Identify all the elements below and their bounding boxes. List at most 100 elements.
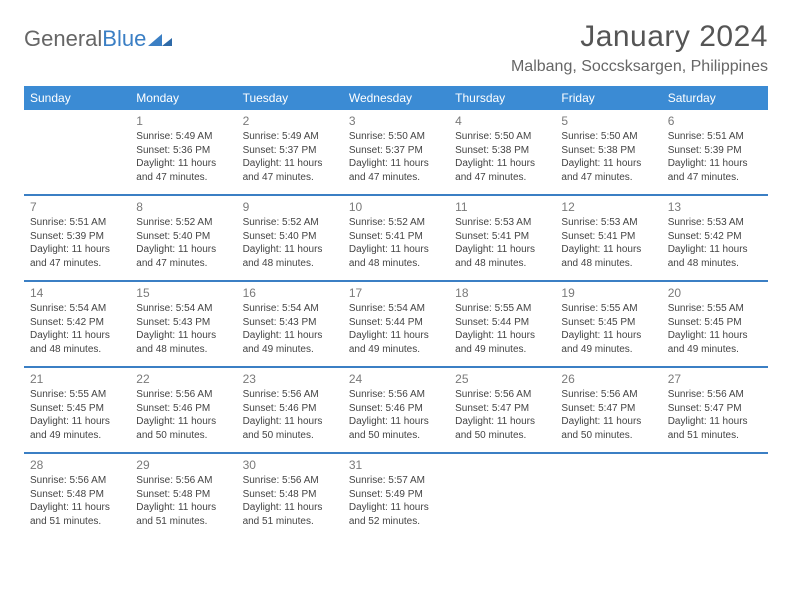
day-info: Sunrise: 5:50 AMSunset: 5:38 PMDaylight:…: [455, 130, 549, 184]
daylight-text: Daylight: 11 hours and 48 minutes.: [30, 329, 124, 356]
calendar-week-row: 14Sunrise: 5:54 AMSunset: 5:42 PMDayligh…: [24, 282, 768, 368]
weekday-header: Thursday: [449, 86, 555, 110]
day-number: 22: [136, 372, 230, 386]
calendar-grid: Sunday Monday Tuesday Wednesday Thursday…: [24, 86, 768, 538]
daylight-text: Daylight: 11 hours and 50 minutes.: [349, 415, 443, 442]
day-number: 9: [243, 200, 337, 214]
calendar-day-cell: 29Sunrise: 5:56 AMSunset: 5:48 PMDayligh…: [130, 454, 236, 538]
day-info: Sunrise: 5:54 AMSunset: 5:42 PMDaylight:…: [30, 302, 124, 356]
brand-logo: GeneralBlue: [24, 20, 172, 52]
sunset-text: Sunset: 5:48 PM: [30, 488, 124, 502]
calendar-week-row: 7Sunrise: 5:51 AMSunset: 5:39 PMDaylight…: [24, 196, 768, 282]
weekday-header: Wednesday: [343, 86, 449, 110]
sunrise-text: Sunrise: 5:52 AM: [349, 216, 443, 230]
daylight-text: Daylight: 11 hours and 49 minutes.: [561, 329, 655, 356]
sunrise-text: Sunrise: 5:49 AM: [136, 130, 230, 144]
sunset-text: Sunset: 5:41 PM: [455, 230, 549, 244]
day-number: 10: [349, 200, 443, 214]
sunrise-text: Sunrise: 5:56 AM: [349, 388, 443, 402]
daylight-text: Daylight: 11 hours and 48 minutes.: [243, 243, 337, 270]
sunset-text: Sunset: 5:42 PM: [30, 316, 124, 330]
day-number: 5: [561, 114, 655, 128]
day-info: Sunrise: 5:54 AMSunset: 5:43 PMDaylight:…: [243, 302, 337, 356]
day-number: 25: [455, 372, 549, 386]
day-number: 13: [668, 200, 762, 214]
sunrise-text: Sunrise: 5:56 AM: [668, 388, 762, 402]
sunset-text: Sunset: 5:39 PM: [30, 230, 124, 244]
calendar-day-cell: 15Sunrise: 5:54 AMSunset: 5:43 PMDayligh…: [130, 282, 236, 366]
day-number: 16: [243, 286, 337, 300]
sunset-text: Sunset: 5:45 PM: [561, 316, 655, 330]
calendar-day-cell: 11Sunrise: 5:53 AMSunset: 5:41 PMDayligh…: [449, 196, 555, 280]
sunrise-text: Sunrise: 5:56 AM: [561, 388, 655, 402]
calendar-week-row: 1Sunrise: 5:49 AMSunset: 5:36 PMDaylight…: [24, 110, 768, 196]
calendar-empty-cell: [662, 454, 768, 538]
sunrise-text: Sunrise: 5:57 AM: [349, 474, 443, 488]
sunset-text: Sunset: 5:47 PM: [455, 402, 549, 416]
weekday-header-row: Sunday Monday Tuesday Wednesday Thursday…: [24, 86, 768, 110]
day-info: Sunrise: 5:55 AMSunset: 5:45 PMDaylight:…: [561, 302, 655, 356]
page-header: GeneralBlue January 2024 Malbang, Soccsk…: [24, 20, 768, 76]
calendar-day-cell: 24 Sunrise: 5:56 AMSunset: 5:46 PMDayligh…: [343, 368, 449, 452]
day-number: 12: [561, 200, 655, 214]
sunrise-text: Sunrise: 5:50 AM: [561, 130, 655, 144]
calendar-day-cell: 8Sunrise: 5:52 AMSunset: 5:40 PMDaylight…: [130, 196, 236, 280]
sunset-text: Sunset: 5:37 PM: [349, 144, 443, 158]
day-number: 29: [136, 458, 230, 472]
day-number: 30: [243, 458, 337, 472]
day-number: 23: [243, 372, 337, 386]
day-info: Sunrise: 5:56 AMSunset: 5:48 PMDaylight:…: [30, 474, 124, 528]
day-number: 21: [30, 372, 124, 386]
sunrise-text: Sunrise: 5:56 AM: [455, 388, 549, 402]
calendar-day-cell: 5Sunrise: 5:50 AMSunset: 5:38 PMDaylight…: [555, 110, 661, 194]
sunrise-text: Sunrise: 5:53 AM: [668, 216, 762, 230]
calendar-page: GeneralBlue January 2024 Malbang, Soccsk…: [0, 0, 792, 558]
day-info: Sunrise: 5:53 AMSunset: 5:41 PMDaylight:…: [561, 216, 655, 270]
daylight-text: Daylight: 11 hours and 50 minutes.: [136, 415, 230, 442]
sunset-text: Sunset: 5:46 PM: [136, 402, 230, 416]
calendar-day-cell: 14 Sunrise: 5:54 AMSunset: 5:42 PMDayligh…: [24, 282, 130, 366]
day-number: 14: [30, 286, 124, 300]
sunrise-text: Sunrise: 5:53 AM: [455, 216, 549, 230]
location-subtitle: Malbang, Soccsksargen, Philippines: [511, 58, 768, 76]
daylight-text: Daylight: 11 hours and 50 minutes.: [455, 415, 549, 442]
calendar-empty-cell: [24, 110, 130, 194]
sunset-text: Sunset: 5:41 PM: [349, 230, 443, 244]
daylight-text: Daylight: 11 hours and 51 minutes.: [668, 415, 762, 442]
day-info: Sunrise: 5:55 AMSunset: 5:45 PMDaylight:…: [668, 302, 762, 356]
calendar-day-cell: 1Sunrise: 5:49 AMSunset: 5:36 PMDaylight…: [130, 110, 236, 194]
day-number: 31: [349, 458, 443, 472]
day-number: 24: [349, 372, 443, 386]
calendar-day-cell: 18Sunrise: 5:55 AMSunset: 5:44 PMDayligh…: [449, 282, 555, 366]
sunset-text: Sunset: 5:43 PM: [136, 316, 230, 330]
day-number: 19: [561, 286, 655, 300]
calendar-day-cell: 27Sunrise: 5:56 AMSunset: 5:47 PMDayligh…: [662, 368, 768, 452]
sunrise-text: Sunrise: 5:50 AM: [349, 130, 443, 144]
day-number: 17: [349, 286, 443, 300]
sunrise-text: Sunrise: 5:54 AM: [30, 302, 124, 316]
daylight-text: Daylight: 11 hours and 52 minutes.: [349, 501, 443, 528]
sunset-text: Sunset: 5:46 PM: [243, 402, 337, 416]
calendar-day-cell: 10 Sunrise: 5:52 AMSunset: 5:41 PMDayligh…: [343, 196, 449, 280]
daylight-text: Daylight: 11 hours and 50 minutes.: [243, 415, 337, 442]
daylight-text: Daylight: 11 hours and 47 minutes.: [136, 157, 230, 184]
daylight-text: Daylight: 11 hours and 47 minutes.: [243, 157, 337, 184]
daylight-text: Daylight: 11 hours and 49 minutes.: [30, 415, 124, 442]
sunrise-text: Sunrise: 5:52 AM: [136, 216, 230, 230]
day-info: Sunrise: 5:52 AMSunset: 5:40 PMDaylight:…: [243, 216, 337, 270]
daylight-text: Daylight: 11 hours and 51 minutes.: [243, 501, 337, 528]
daylight-text: Daylight: 11 hours and 48 minutes.: [136, 329, 230, 356]
day-info: Sunrise: 5:53 AMSunset: 5:41 PMDaylight:…: [455, 216, 549, 270]
month-title: January 2024: [511, 20, 768, 54]
daylight-text: Daylight: 11 hours and 47 minutes.: [30, 243, 124, 270]
sunset-text: Sunset: 5:44 PM: [349, 316, 443, 330]
calendar-day-cell: 19 Sunrise: 5:55 AMSunset: 5:45 PMDayligh…: [555, 282, 661, 366]
sunset-text: Sunset: 5:46 PM: [349, 402, 443, 416]
day-info: Sunrise: 5:52 AMSunset: 5:41 PMDaylight:…: [349, 216, 443, 270]
calendar-day-cell: 23Sunrise: 5:56 AMSunset: 5:46 PMDayligh…: [237, 368, 343, 452]
sunrise-text: Sunrise: 5:50 AM: [455, 130, 549, 144]
sunrise-text: Sunrise: 5:56 AM: [30, 474, 124, 488]
sunset-text: Sunset: 5:48 PM: [243, 488, 337, 502]
logo-word-2: Blue: [102, 26, 146, 52]
sunrise-text: Sunrise: 5:51 AM: [30, 216, 124, 230]
